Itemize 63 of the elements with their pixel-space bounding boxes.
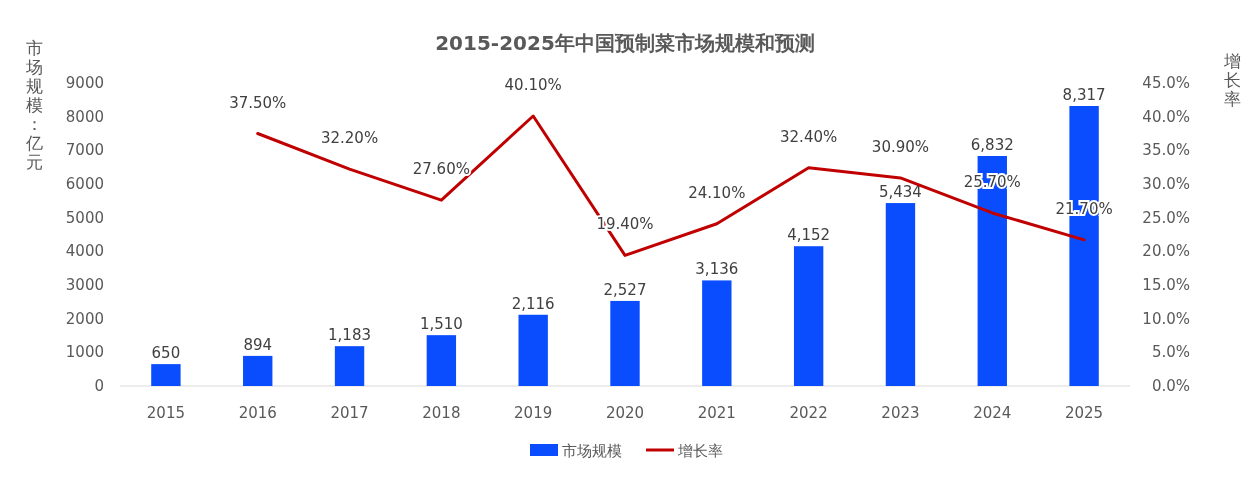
data-label: 1,510 xyxy=(419,315,463,334)
y2-tick-label: 20.0% xyxy=(1142,242,1190,261)
y-tick-label: 8000 xyxy=(65,107,104,126)
x-tick-label: 2015 xyxy=(146,404,185,422)
y-axis-title: 市场规模：亿元 xyxy=(24,38,43,172)
y2-axis-title: 增长率 xyxy=(1222,51,1241,109)
y-tick-label: 4000 xyxy=(65,242,104,261)
x-tick-label: 2023 xyxy=(881,404,920,422)
data-label: 894 xyxy=(243,335,273,354)
y2-tick-label: 30.0% xyxy=(1142,175,1190,193)
chart-title: 2015-2025年中国预制菜市场规模和预测 xyxy=(435,31,815,55)
y2-tick-label: 15.0% xyxy=(1142,276,1190,294)
y-tick-label: 1000 xyxy=(65,343,104,362)
y-tick-label: 9000 xyxy=(65,74,104,92)
data-label: 3,136 xyxy=(695,260,739,279)
data-label: 1,183 xyxy=(328,326,372,345)
x-tick-label: 2024 xyxy=(973,404,1012,422)
data-label: 6,832 xyxy=(970,135,1014,154)
bar xyxy=(243,355,273,386)
y-tick-label: 5000 xyxy=(65,208,104,227)
data-label: 37.50% xyxy=(229,93,287,112)
x-tick-label: 2017 xyxy=(330,404,369,422)
x-tick-label: 2020 xyxy=(605,404,645,422)
bar xyxy=(334,346,365,386)
data-label: 30.90% xyxy=(871,137,930,156)
y-tick-label: 2000 xyxy=(65,309,104,328)
x-tick-label: 2022 xyxy=(789,404,828,422)
data-label: 2,116 xyxy=(511,294,555,313)
x-tick-label: 2025 xyxy=(1065,404,1104,422)
bar xyxy=(793,246,824,386)
y2-tick-label: 0.0% xyxy=(1151,377,1190,395)
data-label: 5,434 xyxy=(878,183,922,202)
legend-label: 增长率 xyxy=(677,442,723,460)
data-label: 32.20% xyxy=(320,129,379,148)
y-tick-label: 6000 xyxy=(65,175,104,193)
bar xyxy=(610,300,640,386)
bar xyxy=(885,203,916,386)
bar xyxy=(151,364,181,386)
data-label: 4,152 xyxy=(787,226,831,245)
y-tick-label: 7000 xyxy=(65,141,104,160)
data-label: 650 xyxy=(151,344,181,363)
bar xyxy=(518,314,548,386)
data-label: 32.40% xyxy=(780,127,838,146)
x-tick-label: 2019 xyxy=(514,404,553,422)
legend-label: 市场规模 xyxy=(562,442,622,460)
y2-tick-label: 40.0% xyxy=(1142,107,1190,126)
data-label: 40.10% xyxy=(504,75,562,94)
y2-tick-label: 5.0% xyxy=(1151,343,1190,362)
data-label: 24.10% xyxy=(688,183,746,202)
bar xyxy=(426,335,457,386)
y2-tick-label: 25.0% xyxy=(1142,208,1190,227)
x-tick-label: 2018 xyxy=(422,404,461,422)
data-label: 2,527 xyxy=(603,280,647,299)
y2-tick-label: 35.0% xyxy=(1142,141,1190,160)
y2-tick-label: 45.0% xyxy=(1142,74,1190,92)
bar xyxy=(702,280,732,386)
y2-tick-label: 10.0% xyxy=(1142,309,1190,328)
y-tick-label: 3000 xyxy=(65,276,104,294)
x-tick-label: 2016 xyxy=(238,404,277,422)
data-label: 27.60% xyxy=(412,160,470,179)
data-label: 8,317 xyxy=(1062,85,1106,104)
y-tick-label: 0 xyxy=(94,377,104,395)
x-tick-label: 2021 xyxy=(697,404,736,422)
